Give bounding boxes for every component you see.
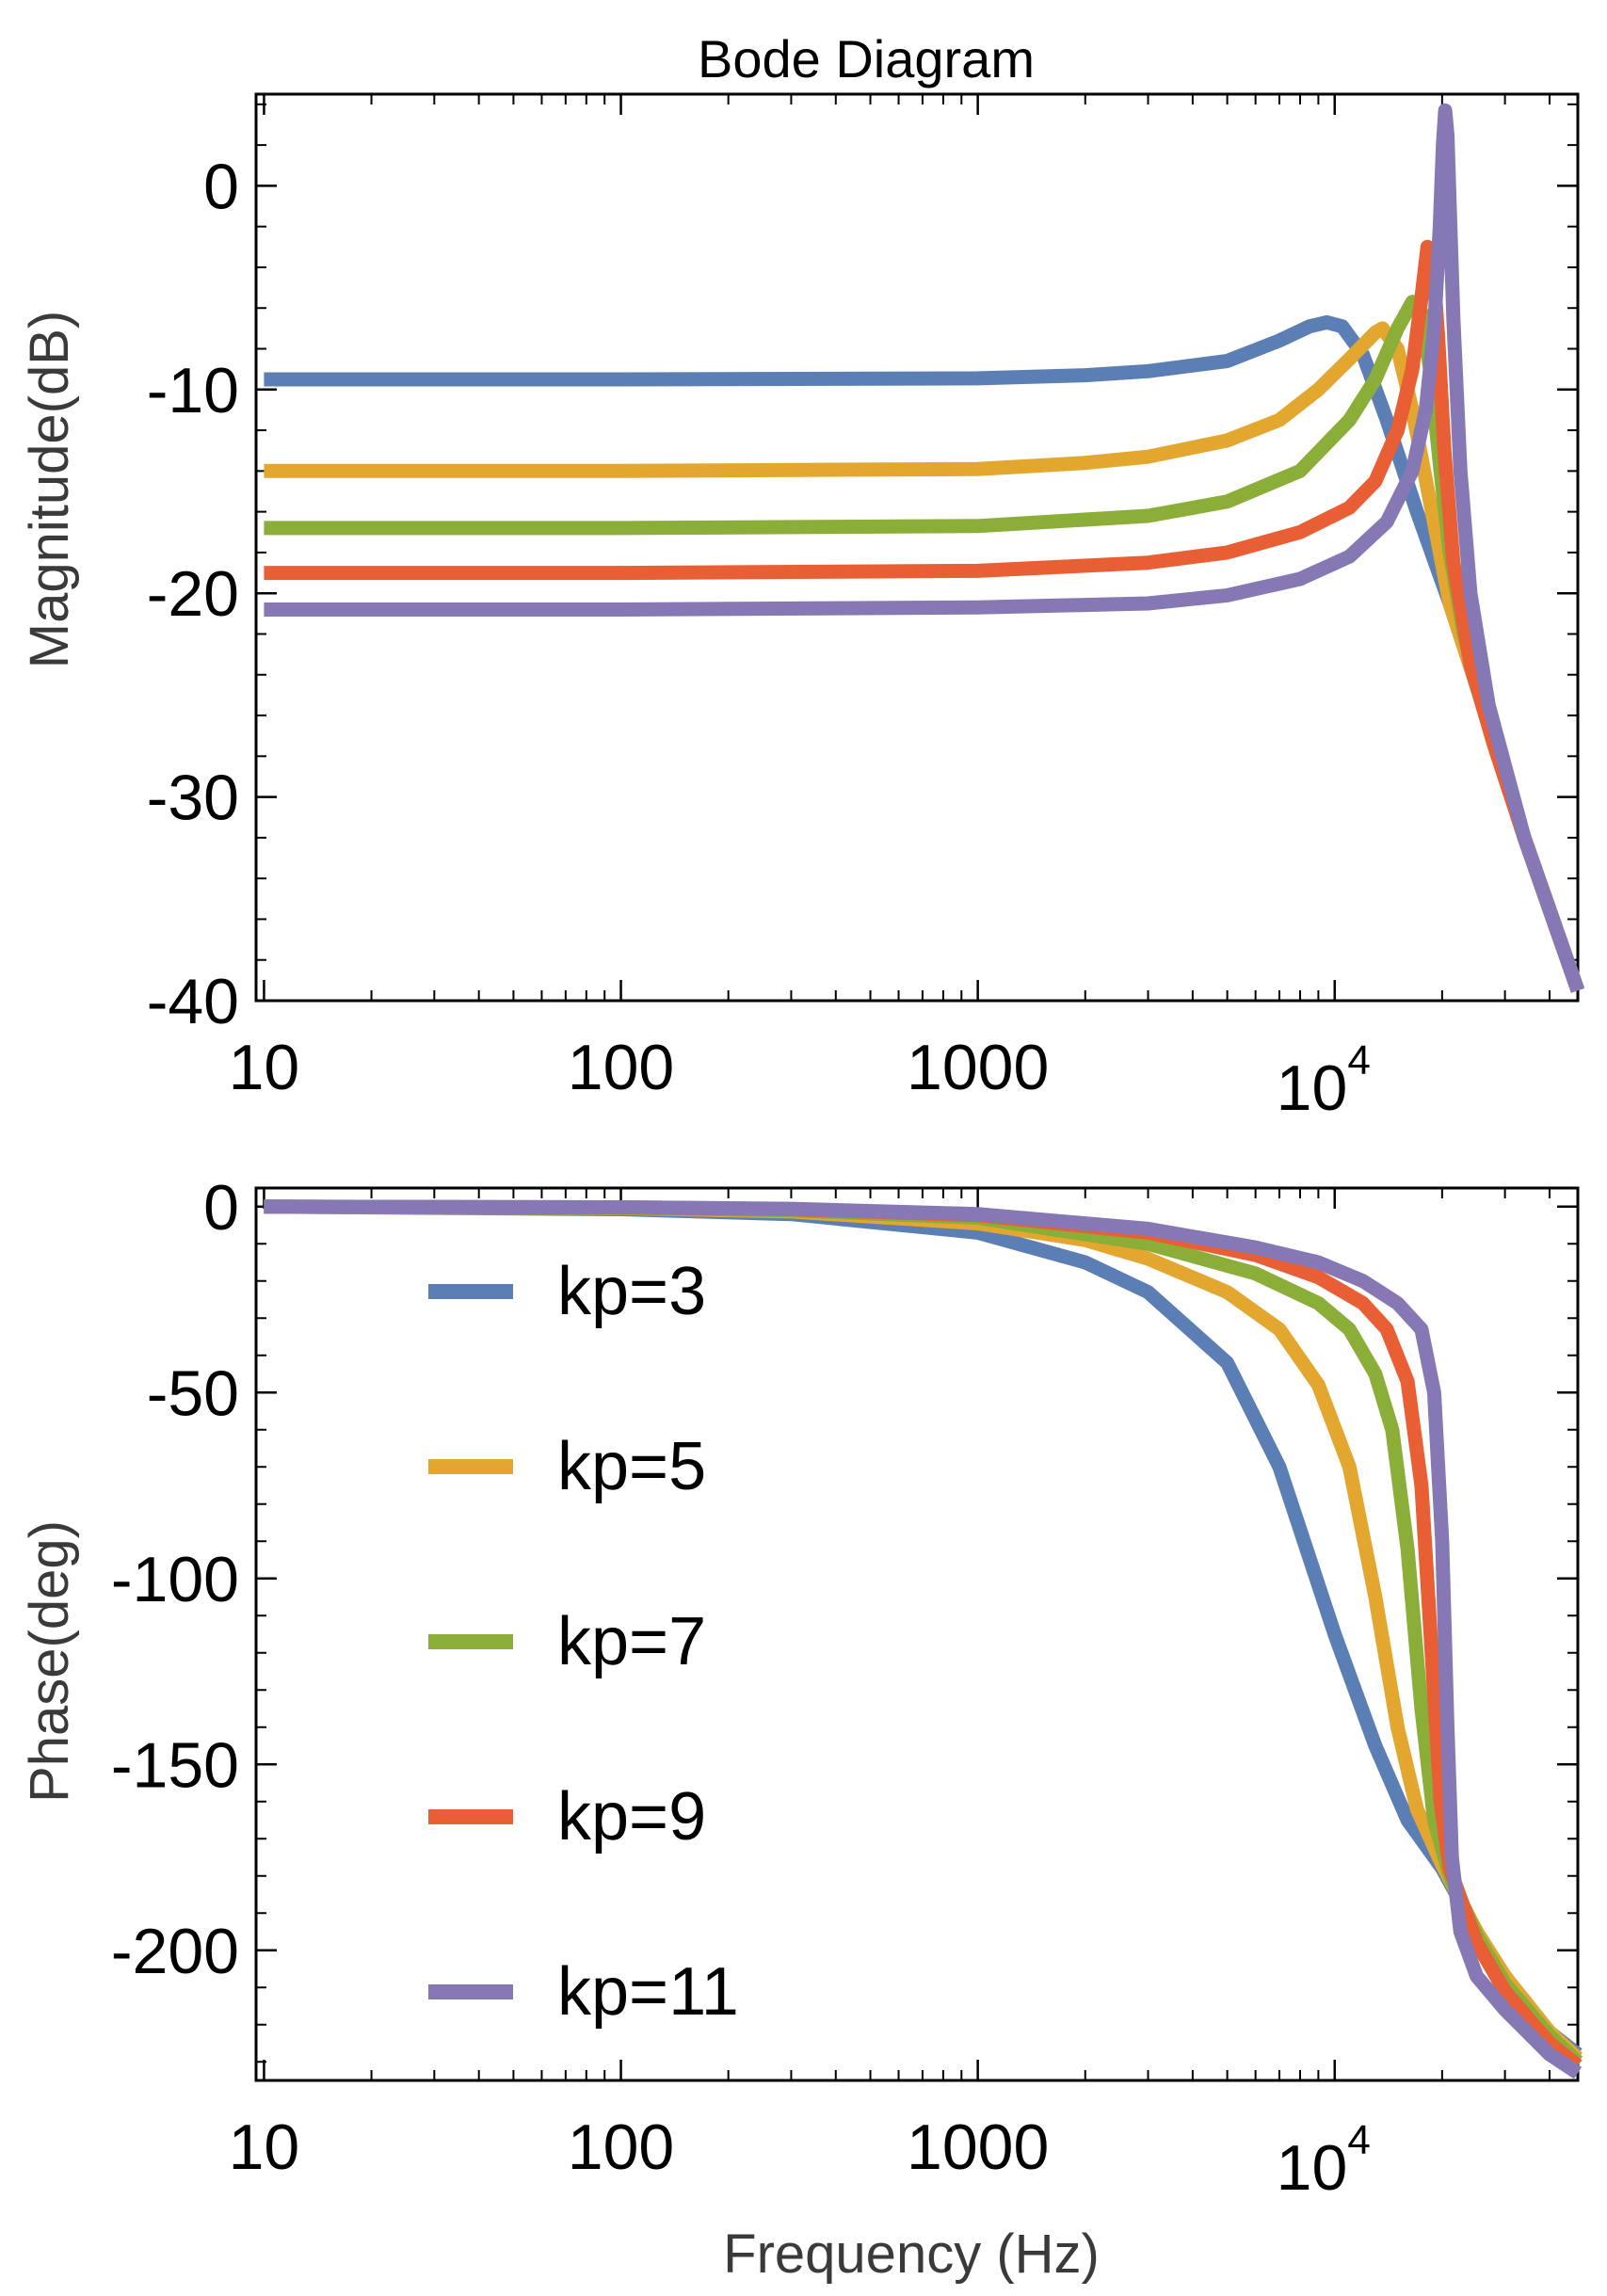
x-tick-label-base: 100: [568, 2111, 674, 2183]
plot-frame: [254, 1186, 1580, 2082]
x-axis-label: Frequency (Hz): [723, 2224, 1100, 2285]
y-tick-label: -50: [147, 1357, 239, 1429]
y-tick-label: -10: [147, 355, 239, 426]
y-tick-label: -40: [147, 966, 239, 1037]
magnitude-plot: Bode Diagram Magnitude(dB) 10 100 1000 1040…: [19, 29, 1585, 1124]
x-tick-label: 1000: [907, 2111, 1049, 2183]
y-axis-label: Phase(deg): [19, 1520, 80, 1803]
legend-label: kp=3: [557, 1254, 706, 1329]
y-axis-label: Magnitude(dB): [19, 311, 80, 668]
x-tick-label: 10: [229, 1032, 300, 1103]
series-line-kp-11: [264, 1199, 1583, 2079]
y-tick-label: -200: [111, 1916, 239, 1987]
x-tick-label-base: 10: [1277, 2132, 1348, 2204]
x-tick-label-base: 10: [1277, 1052, 1348, 1124]
legend: kp=3 kp=5 kp=7 kp=9 kp=11: [428, 1254, 739, 2030]
y-tick-label: -20: [147, 558, 239, 630]
legend-label: kp=7: [557, 1604, 706, 1679]
series-line-kp-5: [264, 1199, 1583, 2063]
y-tick-label: -100: [111, 1544, 239, 1615]
x-tick-label: 104: [1277, 1037, 1371, 1124]
legend-label: kp=9: [557, 1779, 706, 1854]
x-tick-label: 1000: [907, 1032, 1049, 1103]
series-line-kp-5: [264, 321, 1585, 993]
x-tick-label-base: 10: [229, 1032, 300, 1103]
x-tick-label: 104: [1277, 2117, 1371, 2204]
legend-label: kp=5: [557, 1429, 706, 1504]
y-tick-label: 0: [203, 1172, 239, 1244]
chart-title: Bode Diagram: [698, 29, 1035, 88]
y-tick-label: 0: [203, 151, 239, 222]
x-tick-label-base: 1000: [907, 2111, 1049, 2183]
y-tick-label: -150: [111, 1729, 239, 1801]
x-tick-label: 100: [568, 1032, 674, 1103]
series-line-kp-11: [264, 103, 1585, 993]
legend-label: kp=11: [557, 1954, 739, 2030]
y-tick-label: -30: [147, 763, 239, 834]
series-line-kp-3: [264, 314, 1585, 993]
x-tick-label-exponent: 4: [1347, 1037, 1370, 1084]
x-tick-label: 10: [229, 2111, 300, 2183]
x-tick-label: 100: [568, 2111, 674, 2183]
plot-frame: [254, 92, 1580, 1003]
series-line-kp-9: [264, 239, 1585, 993]
x-tick-label-base: 1000: [907, 1032, 1049, 1103]
x-tick-label-base: 100: [568, 1032, 674, 1103]
x-tick-label-base: 10: [229, 2111, 300, 2183]
x-tick-label-exponent: 4: [1347, 2117, 1370, 2163]
phase-plot: Phase(deg) Frequency (Hz) 10 100 1000 1040-…: [19, 1172, 1583, 2285]
